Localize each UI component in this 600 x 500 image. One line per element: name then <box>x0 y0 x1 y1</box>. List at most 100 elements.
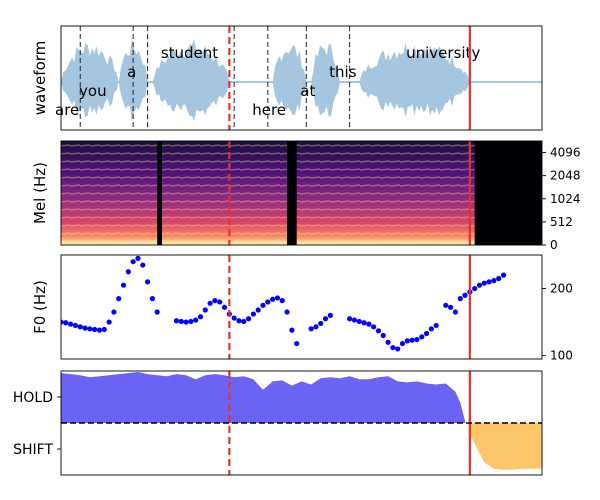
f0-point-19 <box>149 296 155 302</box>
mel-tick-0: 0 <box>550 238 558 252</box>
f0-point-55 <box>361 320 367 326</box>
turn-probability-area <box>61 372 542 470</box>
f0-point-72 <box>448 304 454 310</box>
f0-point-1 <box>63 320 69 326</box>
word-label-2: a <box>127 63 136 81</box>
f0-point-63 <box>399 340 406 347</box>
voiced-segment-4 <box>311 43 340 117</box>
silence-gap-0 <box>157 141 163 245</box>
f0-point-59 <box>380 332 386 339</box>
spectrogram-panel: 0 512 1024 2048 4096 Mel (Hz) <box>31 140 581 252</box>
mel-tick-1024: 1024 <box>550 192 581 206</box>
f0-point-82 <box>496 275 502 282</box>
f0-point-27 <box>202 307 208 313</box>
f0-point-77 <box>472 285 478 292</box>
word-label-7: university <box>406 44 480 62</box>
f0-point-61 <box>390 344 396 351</box>
f0-point-28 <box>207 300 213 306</box>
voiced-segment-1 <box>118 38 148 122</box>
f0-point-13 <box>120 282 127 288</box>
f0-point-11 <box>111 309 117 315</box>
f0-point-70 <box>433 322 439 329</box>
time-markers <box>228 26 471 130</box>
f0-point-54 <box>356 318 362 325</box>
f0-tick-200: 200 <box>550 282 573 296</box>
word-label-4: here <box>252 101 286 119</box>
spectrogram-image <box>61 141 542 245</box>
f0-point-83 <box>500 272 507 278</box>
f0-point-4 <box>77 324 83 330</box>
f0-point-74 <box>457 296 463 302</box>
f0-point-10 <box>106 319 112 325</box>
f0-point-31 <box>221 304 228 310</box>
f0-point-14 <box>125 269 131 275</box>
f0-point-29 <box>212 298 218 304</box>
silence-gap-2 <box>474 141 542 245</box>
f0-point-5 <box>82 325 88 331</box>
f0-point-80 <box>486 279 492 285</box>
voiced-segment-0 <box>61 43 119 118</box>
f0-point-53 <box>351 317 358 323</box>
word-label-6: this <box>329 63 357 81</box>
f0-tick-100: 100 <box>550 349 573 363</box>
f0-point-58 <box>375 328 382 334</box>
waveform-frame <box>60 25 543 131</box>
spectrogram-frame <box>60 140 543 246</box>
f0-point-9 <box>101 326 107 333</box>
f0-point-75 <box>462 292 468 298</box>
voiced-segment-5 <box>359 42 470 118</box>
f0-point-25 <box>193 317 199 323</box>
waveform-ylabel: waveform <box>31 41 49 116</box>
f0-points <box>61 255 507 352</box>
word-label-3: student <box>161 44 218 62</box>
turn-panel: HOLD SHIFT <box>13 370 543 476</box>
f0-point-21 <box>173 318 180 324</box>
f0-point-51 <box>327 312 333 318</box>
f0-point-22 <box>178 318 184 325</box>
f0-point-73 <box>452 309 459 315</box>
f0-point-45 <box>289 327 295 333</box>
word-label-1: you <box>79 82 107 100</box>
f0-point-36 <box>245 316 252 322</box>
f0-point-6 <box>87 326 93 332</box>
f0-point-52 <box>347 316 353 322</box>
f0-point-68 <box>423 330 430 337</box>
word-label-0: are <box>55 101 79 119</box>
f0-point-81 <box>491 277 497 284</box>
mel-tick-512: 512 <box>550 215 573 229</box>
hold-area <box>61 372 465 423</box>
f0-point-39 <box>260 302 266 308</box>
f0-point-69 <box>428 326 434 332</box>
f0-point-41 <box>270 296 276 302</box>
f0-point-38 <box>255 307 261 313</box>
f0-point-20 <box>154 309 160 315</box>
f0-point-35 <box>241 318 247 325</box>
f0-point-24 <box>188 318 194 325</box>
f0-point-2 <box>68 321 74 327</box>
f0-point-33 <box>231 315 237 321</box>
f0-point-17 <box>140 262 146 268</box>
f0-point-18 <box>144 279 151 285</box>
mel-yticks: 0 512 1024 2048 4096 <box>542 146 581 252</box>
f0-point-48 <box>313 324 319 330</box>
turn-yticks: HOLD SHIFT <box>13 390 61 458</box>
f0-point-7 <box>92 326 98 333</box>
f0-point-26 <box>197 314 204 320</box>
f0-point-0 <box>61 319 64 325</box>
f0-point-3 <box>72 322 79 329</box>
f0-point-57 <box>371 324 377 330</box>
f0-point-47 <box>308 326 314 332</box>
f0-frame <box>60 254 543 360</box>
turn-tick-hold: HOLD <box>13 390 53 406</box>
f0-point-65 <box>409 337 415 343</box>
turn-tick-shift: SHIFT <box>13 442 53 458</box>
time-markers <box>228 255 471 359</box>
mel-ylabel: Mel (Hz) <box>31 162 49 224</box>
f0-point-23 <box>183 319 189 325</box>
turn-frame <box>60 370 543 476</box>
word-boundaries <box>79 26 351 130</box>
f0-point-37 <box>250 311 256 317</box>
f0-ylabel: F0 (Hz) <box>31 280 49 334</box>
